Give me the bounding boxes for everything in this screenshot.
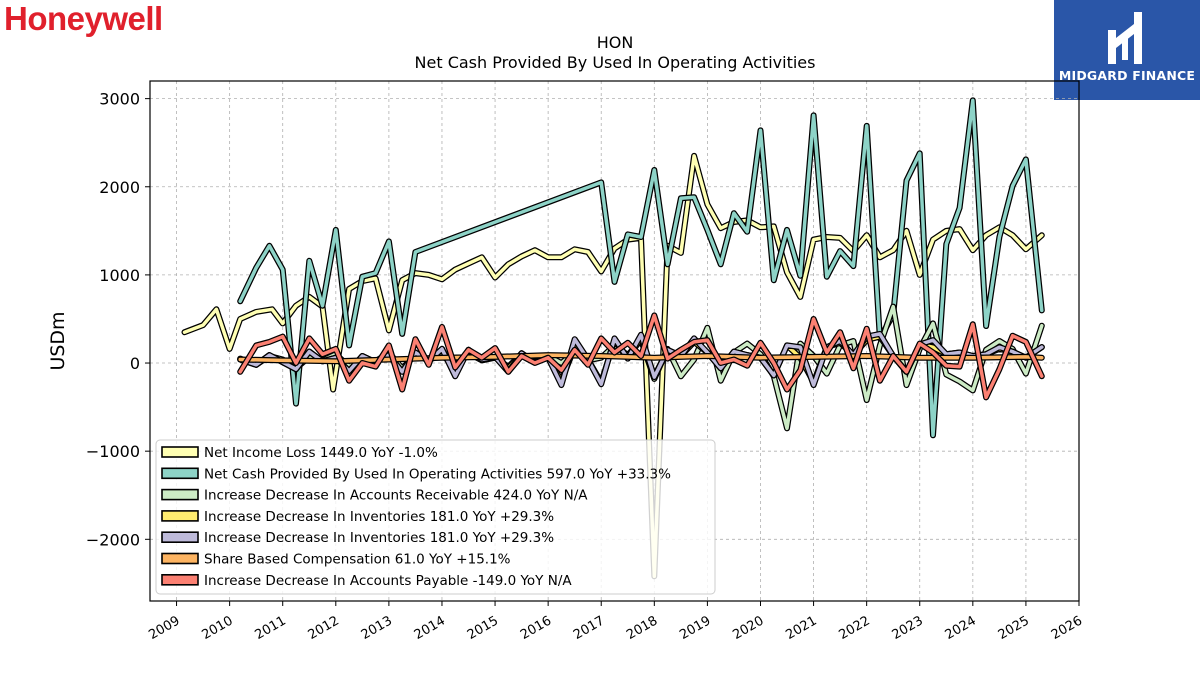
x-tick-label: 2022 (836, 613, 872, 643)
legend: Net Income Loss 1449.0 YoY -1.0% Net Cash… (155, 439, 716, 595)
x-tick-label: 2010 (199, 613, 235, 643)
y-axis-label: USDm (47, 311, 69, 370)
legend-swatch (161, 531, 199, 544)
legend-item-label: Increase Decrease In Inventories 181.0 Y… (204, 509, 554, 525)
plot-frame (149, 80, 1080, 602)
legend-item-label: Net Cash Provided By Used In Operating A… (204, 466, 671, 482)
x-tick-label: 2012 (306, 613, 342, 643)
chart-subtitle: Net Cash Provided By Used In Operating A… (415, 53, 816, 72)
legend-swatch (161, 573, 199, 586)
series-line (237, 312, 1045, 401)
x-tick-label: 2017 (571, 613, 607, 643)
x-tick-label: 2014 (412, 613, 448, 643)
x-tick-label: 2023 (890, 613, 926, 643)
series-line (237, 97, 1045, 439)
midgard-logo-mark-icon (1108, 12, 1142, 64)
series-stroke (238, 313, 1044, 400)
legend-swatch (161, 446, 199, 458)
y-tick-label: 2000 (99, 178, 140, 197)
x-tick-label: 2021 (783, 613, 819, 643)
legend-swatch (161, 552, 199, 565)
midgard-logo-text: MIDGARD FINANCE (1058, 68, 1196, 83)
legend-item-label: Net Income Loss 1449.0 YoY -1.0% (204, 445, 438, 461)
legend-box (155, 439, 716, 595)
x-axis: 2009 2010 2011 2012 2013 2014 2015 2016 2017 2018… (146, 601, 1085, 643)
y-axis: 3000 2000 1000 0 −1000 −2000 (86, 90, 150, 549)
x-tick-label: 2025 (996, 613, 1032, 643)
series-stroke (238, 98, 1044, 438)
honeywell-logo: Honeywell (4, 0, 163, 37)
x-tick-label: 2015 (465, 613, 501, 643)
x-tick-label: 2020 (730, 613, 766, 643)
chart-title: HON (597, 33, 634, 52)
x-tick-label: 2016 (518, 613, 554, 643)
x-tick-label: 2024 (943, 613, 979, 643)
legend-swatch (161, 510, 199, 522)
y-tick-label: −1000 (86, 442, 140, 461)
legend-item-label: Share Based Compensation 61.0 YoY +15.1% (204, 552, 511, 568)
y-tick-label: 1000 (99, 266, 140, 285)
series-layer (181, 97, 1045, 580)
x-tick-label: 2013 (359, 613, 395, 643)
x-tick-label: 2011 (253, 613, 289, 643)
legend-swatch (161, 467, 199, 480)
y-tick-label: −2000 (86, 530, 140, 549)
x-tick-label: 2009 (146, 613, 182, 643)
y-tick-label: 3000 (99, 90, 140, 109)
legend-item-label: Increase Decrease In Accounts Payable -1… (204, 573, 572, 589)
x-tick-label: 2019 (677, 613, 713, 643)
x-tick-label: 2026 (1049, 613, 1085, 643)
legend-swatch (161, 488, 199, 501)
midgard-finance-logo: MIDGARD FINANCE (1054, 0, 1200, 100)
legend-item-label: Increase Decrease In Inventories 181.0 Y… (204, 530, 554, 546)
y-tick-label: 0 (130, 354, 140, 373)
legend-item-label: Increase Decrease In Accounts Receivable… (204, 488, 588, 504)
x-tick-label: 2018 (624, 613, 660, 643)
